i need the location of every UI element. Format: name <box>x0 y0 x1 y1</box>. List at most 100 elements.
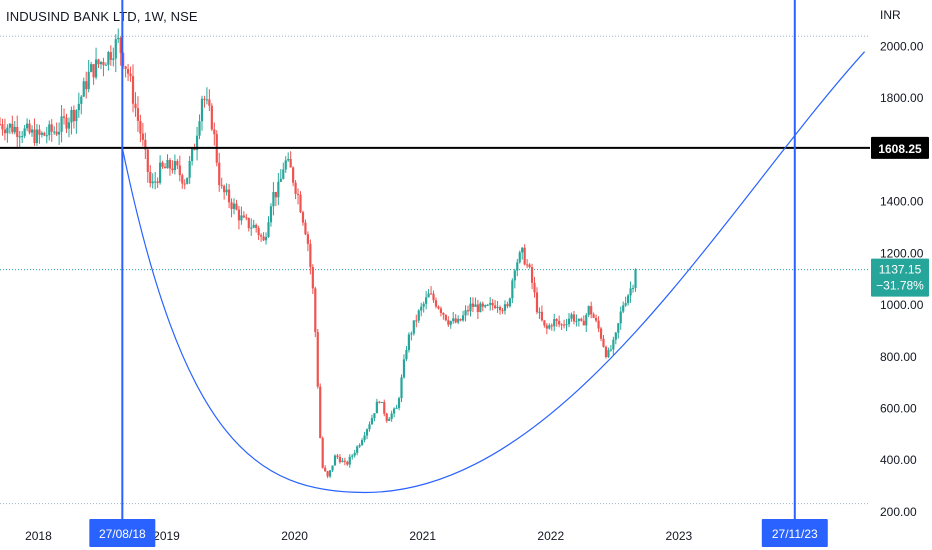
candle-body <box>405 350 408 360</box>
candle-body <box>294 182 297 194</box>
candle-body <box>195 135 199 151</box>
date-badge <box>761 519 828 547</box>
candle-body <box>523 247 526 265</box>
candle-body <box>237 209 241 221</box>
candle-body <box>287 159 290 161</box>
candle-body <box>112 58 115 60</box>
candle-body <box>444 314 447 321</box>
candle-body <box>289 159 292 168</box>
price-tick-label: 1200.00 <box>880 246 924 260</box>
candle-body <box>562 324 566 326</box>
candle-body <box>306 234 310 244</box>
candle-body <box>617 323 620 333</box>
candle-body <box>459 318 462 321</box>
candle-body <box>629 288 632 296</box>
candle-body <box>279 178 282 182</box>
last-price-change: −31.78% <box>876 279 924 293</box>
candle-body <box>627 295 630 304</box>
candle-body <box>348 456 351 465</box>
candle-body <box>328 470 332 477</box>
candle-body <box>168 160 172 169</box>
candle-body <box>516 262 519 271</box>
candle-body <box>16 126 19 137</box>
candle-body <box>393 408 396 414</box>
price-tick-label: 2000.00 <box>880 40 924 54</box>
candle-body <box>250 227 253 229</box>
candle-body <box>25 123 29 129</box>
candle-body <box>154 181 157 183</box>
candle-body <box>146 149 149 172</box>
candle-body <box>43 132 46 136</box>
candle-body <box>577 318 580 321</box>
time-tick-label: 2019 <box>153 529 180 543</box>
price-tick-label: 400.00 <box>880 453 917 467</box>
candle-body <box>292 167 295 183</box>
time-axis: 2018 2019 2020 2021 2022 2023 <box>25 529 692 543</box>
candle-body <box>38 129 41 135</box>
candle-body <box>30 129 34 133</box>
candle-body <box>555 319 558 321</box>
candle-body <box>567 318 571 325</box>
candle-body <box>282 169 285 179</box>
candle-body <box>92 64 95 78</box>
candle-body <box>622 305 625 312</box>
arc-drawing[interactable] <box>121 51 866 494</box>
candle-body <box>235 203 238 210</box>
candle-body <box>496 306 499 309</box>
candle-body <box>397 398 401 408</box>
candle-body <box>3 129 7 134</box>
candle-body <box>257 228 260 236</box>
candle-body <box>599 328 603 339</box>
candle-body <box>230 202 233 209</box>
level-price-text: 1608.25 <box>878 142 922 156</box>
candle-body <box>114 39 117 59</box>
candle-body <box>58 131 61 135</box>
candle-body <box>360 440 364 445</box>
candle-body <box>634 269 637 288</box>
candle-body <box>575 320 578 322</box>
candle-body <box>126 69 130 74</box>
candle-body <box>434 300 438 307</box>
candle-body <box>60 116 63 132</box>
candle-body <box>530 267 534 283</box>
candle-body <box>619 311 622 324</box>
time-tick-label: 2022 <box>537 529 564 543</box>
price-tick-label: 200.00 <box>880 505 917 519</box>
candle-body <box>183 183 186 185</box>
candle-body <box>461 315 465 321</box>
candle-body <box>351 455 354 457</box>
candle-body <box>109 52 112 60</box>
candle-body <box>324 467 327 472</box>
candle-body <box>476 304 479 313</box>
candle-body <box>484 305 487 307</box>
candle-body <box>491 302 494 306</box>
candle-body <box>341 460 344 463</box>
candle-body <box>469 303 472 312</box>
candle-body <box>242 215 245 218</box>
candle-body <box>264 236 268 241</box>
candle-body <box>304 222 307 235</box>
candle-body <box>481 303 484 307</box>
candle-body <box>353 452 356 456</box>
candle-body <box>75 110 78 122</box>
date-badge-text: 27/11/23 <box>772 527 818 541</box>
candle-body <box>494 305 497 309</box>
candle-body <box>139 120 142 134</box>
candle-body <box>410 333 413 335</box>
candle-body <box>528 264 531 268</box>
candle-body <box>558 320 561 325</box>
candle-body <box>550 325 553 327</box>
candle-body <box>572 314 576 322</box>
candle-body <box>28 123 31 133</box>
chart-title: INDUSIND BANK LTD, 1W, NSE <box>6 9 198 24</box>
candle-body <box>35 129 39 143</box>
candle-body <box>609 349 612 351</box>
last-price-text: 1137.15 <box>879 263 922 277</box>
candle-body <box>205 99 209 101</box>
candle-body <box>604 346 608 357</box>
candle-body <box>518 252 521 263</box>
candle-body <box>545 325 548 329</box>
candle-body <box>400 377 403 399</box>
candle-body <box>85 81 88 90</box>
